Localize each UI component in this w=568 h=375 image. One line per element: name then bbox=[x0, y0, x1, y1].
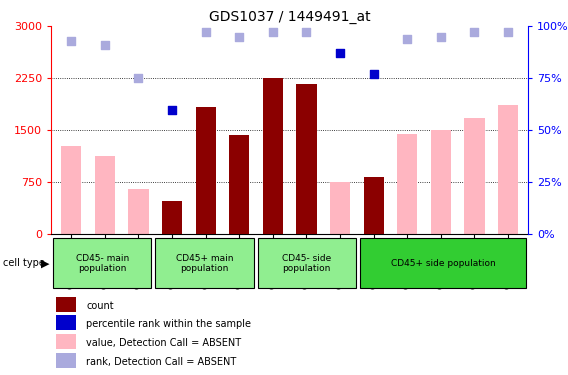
Bar bbox=[229, 135, 249, 234]
Text: CD45- side
population: CD45- side population bbox=[282, 254, 331, 273]
Point bbox=[470, 30, 479, 36]
Text: cell type: cell type bbox=[3, 258, 45, 268]
Text: count: count bbox=[86, 301, 114, 310]
Point bbox=[235, 34, 244, 40]
Text: CD45+ main
population: CD45+ main population bbox=[176, 254, 233, 273]
Bar bbox=[258, 238, 356, 288]
Point bbox=[168, 106, 177, 112]
Point bbox=[403, 36, 412, 42]
Bar bbox=[56, 297, 76, 312]
Text: percentile rank within the sample: percentile rank within the sample bbox=[86, 320, 251, 329]
Text: CD45+ side population: CD45+ side population bbox=[391, 259, 495, 268]
Bar bbox=[465, 118, 485, 234]
Bar bbox=[53, 238, 151, 288]
Bar bbox=[95, 156, 115, 234]
Bar bbox=[397, 135, 417, 234]
Point bbox=[268, 30, 277, 36]
Bar bbox=[56, 334, 76, 349]
Bar bbox=[61, 146, 81, 234]
Text: ▶: ▶ bbox=[41, 258, 50, 268]
Point bbox=[302, 30, 311, 36]
Text: CD45- main
population: CD45- main population bbox=[76, 254, 129, 273]
Point bbox=[504, 30, 513, 36]
Bar bbox=[162, 201, 182, 234]
Bar bbox=[498, 105, 518, 234]
Point bbox=[201, 30, 210, 36]
Point bbox=[336, 50, 345, 56]
Bar bbox=[195, 107, 216, 234]
Text: rank, Detection Call = ABSENT: rank, Detection Call = ABSENT bbox=[86, 357, 236, 367]
Point bbox=[101, 42, 110, 48]
Bar bbox=[431, 130, 451, 234]
Point bbox=[369, 71, 378, 77]
Point bbox=[436, 34, 445, 40]
Bar bbox=[296, 84, 316, 234]
Bar bbox=[56, 315, 76, 330]
Bar bbox=[263, 78, 283, 234]
Bar bbox=[56, 353, 76, 368]
Point bbox=[134, 75, 143, 81]
Bar bbox=[128, 189, 149, 234]
Bar bbox=[156, 238, 253, 288]
Point bbox=[66, 38, 76, 44]
Text: value, Detection Call = ABSENT: value, Detection Call = ABSENT bbox=[86, 338, 241, 348]
Bar bbox=[364, 177, 384, 234]
Title: GDS1037 / 1449491_at: GDS1037 / 1449491_at bbox=[209, 10, 370, 24]
Bar bbox=[360, 238, 526, 288]
Bar bbox=[330, 182, 350, 234]
